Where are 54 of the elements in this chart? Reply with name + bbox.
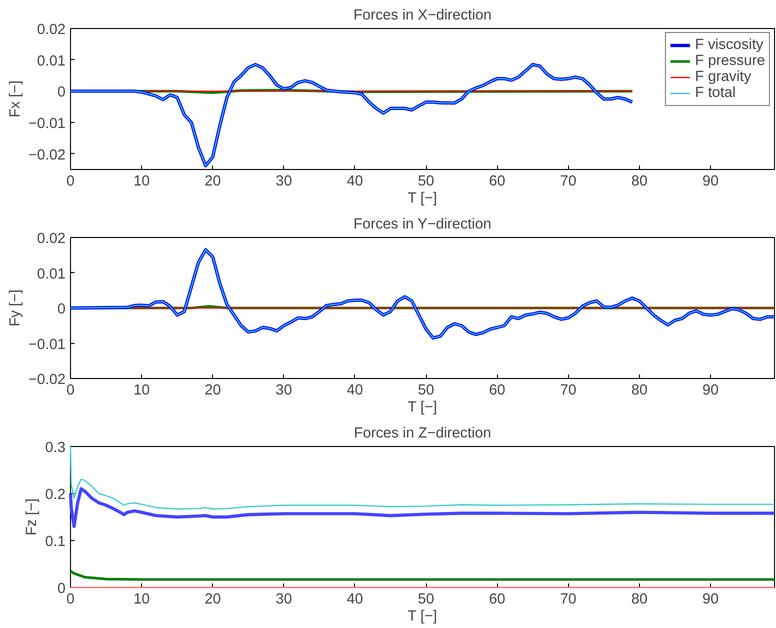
y-tick-label: 0.02 <box>36 231 66 247</box>
x-tick-label: 10 <box>133 592 150 608</box>
x-tick-label: 80 <box>631 592 648 608</box>
x-tick-label: 90 <box>702 592 719 608</box>
y-tick-label: 0 <box>57 302 66 318</box>
x-tick-label: 50 <box>418 174 434 190</box>
x-tick-label: 20 <box>204 174 221 190</box>
chart-title: Forces in Y−direction <box>353 216 492 232</box>
x-tick-label: 80 <box>631 382 648 398</box>
x-tick-label: 30 <box>276 174 292 190</box>
y-tick-label: 0.2 <box>45 487 66 503</box>
x-tick-label: 90 <box>702 382 719 398</box>
y-axis-title: Fz [−] <box>24 498 40 536</box>
y-tick-label: 0.02 <box>36 22 66 38</box>
legend-label: F gravity <box>694 69 752 85</box>
x-tick-label: 60 <box>489 382 506 398</box>
y-tick-label: 0.01 <box>36 53 66 70</box>
y-tick-label: −0.02 <box>28 147 66 164</box>
x-tick-label: 30 <box>276 592 292 608</box>
x-tick-label: 10 <box>133 382 150 398</box>
x-tick-label: 70 <box>560 174 576 190</box>
x-tick-label: 50 <box>418 382 434 398</box>
x-tick-label: 90 <box>702 174 719 190</box>
x-axis-title: T [−] <box>408 190 438 206</box>
y-tick-label: −0.01 <box>28 116 66 132</box>
x-tick-label: 60 <box>489 174 506 190</box>
x-tick-label: 70 <box>560 592 576 608</box>
x-axis-title: T [−] <box>408 608 438 624</box>
y-tick-label: −0.01 <box>28 336 66 353</box>
x-tick-label: 20 <box>204 592 221 608</box>
y-tick-label: −0.02 <box>28 372 66 388</box>
x-tick-label: 20 <box>204 382 221 398</box>
y-tick-label: 0.1 <box>45 534 66 550</box>
legend-label: F viscosity <box>694 37 764 53</box>
y-axis-title: Fx [−] <box>7 80 24 118</box>
x-axis-title: T [−] <box>408 400 438 416</box>
chart-title: Forces in X−direction <box>353 8 492 24</box>
chart-title: Forces in Z−direction <box>354 426 492 442</box>
x-tick-label: 40 <box>346 174 364 190</box>
x-tick-label: 30 <box>276 382 292 398</box>
x-tick-label: 80 <box>631 174 648 190</box>
x-tick-label: 70 <box>560 382 576 398</box>
x-tick-label: 50 <box>418 592 434 608</box>
x-tick-label: 40 <box>346 382 364 398</box>
legend-label: F pressure <box>694 53 765 69</box>
legend-label: F total <box>694 85 736 101</box>
x-tick-label: 60 <box>489 592 506 608</box>
x-tick-label: 10 <box>133 174 150 190</box>
y-tick-label: 0.3 <box>45 440 66 456</box>
y-tick-label: 0 <box>57 84 66 101</box>
y-axis-title: Fy [−] <box>7 289 24 327</box>
y-tick-label: 0 <box>57 581 66 597</box>
y-tick-label: 0.01 <box>36 266 66 282</box>
x-tick-label: 40 <box>346 592 364 608</box>
